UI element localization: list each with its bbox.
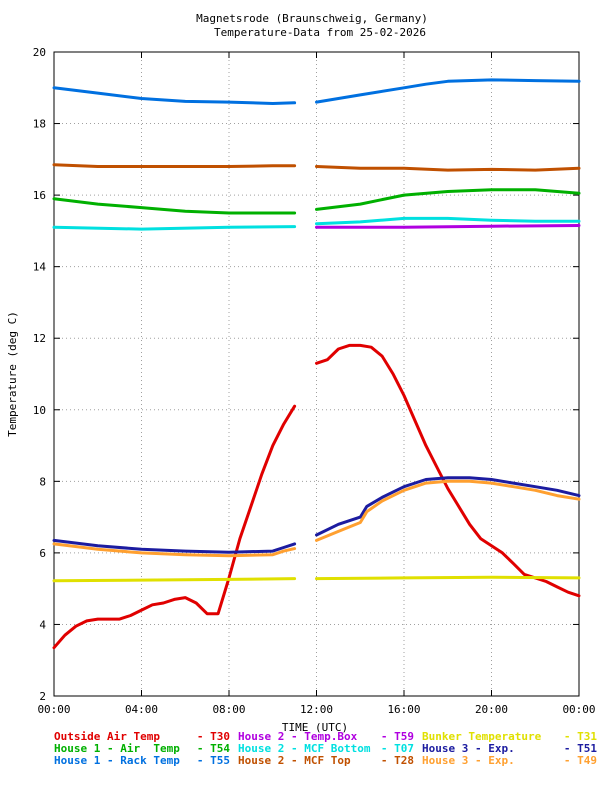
series-line-t28 bbox=[52, 163, 297, 168]
x-axis-label: TIME (UTC) bbox=[282, 721, 348, 734]
legend-label-t54: House 1 - Air Temp bbox=[54, 742, 180, 755]
y-tick-label: 16 bbox=[33, 189, 46, 202]
series-line-t54 bbox=[315, 188, 581, 211]
x-tick-label: 12:00 bbox=[300, 703, 333, 716]
legend-code-t30: - T30 bbox=[197, 730, 230, 743]
legend-code-t54: - T54 bbox=[197, 742, 230, 755]
series-line-t51 bbox=[315, 476, 581, 537]
y-tick-label: 12 bbox=[33, 332, 46, 345]
y-axis-ticks: 2 4 6 8 10 12 14 16 18 20 bbox=[33, 46, 579, 703]
x-tick-label: 00:00 bbox=[562, 703, 595, 716]
legend-code-t28: - T28 bbox=[381, 754, 414, 767]
chart-subtitle: Temperature-Data from 25-02-2026 bbox=[214, 26, 426, 39]
legend-code-t07: - T07 bbox=[381, 742, 414, 755]
x-tick-label: 16:00 bbox=[387, 703, 420, 716]
series-line-t49 bbox=[315, 479, 581, 542]
legend-label-t28: House 2 - MCF Top bbox=[238, 754, 351, 767]
x-tick-label: 00:00 bbox=[37, 703, 70, 716]
legend: Outside Air Temp - T30 House 2 - Temp.Box -… bbox=[54, 730, 597, 767]
y-tick-label: 20 bbox=[33, 46, 46, 59]
legend-label-t07: House 2 - MCF Bottom bbox=[238, 742, 371, 755]
y-tick-label: 10 bbox=[33, 404, 46, 417]
y-tick-label: 6 bbox=[39, 547, 46, 560]
x-tick-label: 20:00 bbox=[475, 703, 508, 716]
x-tick-label: 04:00 bbox=[125, 703, 158, 716]
series-line-t28 bbox=[315, 165, 581, 172]
x-axis-ticks: 00:00 04:00 08:00 12:00 16:00 20:00 00:00 bbox=[37, 52, 596, 716]
x-tick-label: 08:00 bbox=[212, 703, 245, 716]
grid-lines bbox=[54, 52, 579, 696]
series-line-t31 bbox=[52, 577, 297, 583]
series-group bbox=[52, 78, 581, 650]
legend-code-t31: - T31 bbox=[564, 730, 597, 743]
legend-label-t55: House 1 - Rack Temp bbox=[54, 754, 180, 767]
series-line-t30 bbox=[315, 343, 581, 598]
legend-code-t55: - T55 bbox=[197, 754, 230, 767]
legend-code-t49: - T49 bbox=[564, 754, 597, 767]
series-line-t07 bbox=[52, 225, 297, 231]
legend-label-t51: House 3 - Exp. bbox=[422, 742, 515, 755]
legend-code-t59: - T59 bbox=[381, 730, 414, 743]
y-tick-label: 4 bbox=[39, 618, 46, 631]
legend-code-t51: - T51 bbox=[564, 742, 597, 755]
legend-label-t31: Bunker Temperature bbox=[422, 730, 542, 743]
y-tick-label: 14 bbox=[33, 261, 47, 274]
series-line-t30 bbox=[52, 404, 297, 650]
series-line-t51 bbox=[52, 538, 297, 554]
chart-title: Magnetsrode (Braunschweig, Germany) bbox=[196, 12, 428, 25]
series-line-t49 bbox=[52, 542, 297, 558]
series-line-t31 bbox=[315, 575, 581, 581]
y-tick-label: 2 bbox=[39, 690, 46, 703]
series-line-t55 bbox=[52, 86, 297, 105]
y-axis-label: Temperature (deg C) bbox=[6, 311, 19, 437]
legend-label-t30: Outside Air Temp bbox=[54, 730, 160, 743]
series-line-t07 bbox=[315, 216, 581, 226]
series-line-t54 bbox=[52, 197, 297, 215]
y-tick-label: 18 bbox=[33, 118, 46, 131]
series-line-t55 bbox=[315, 78, 581, 104]
y-tick-label: 8 bbox=[39, 475, 46, 488]
legend-label-t59: House 2 - Temp.Box bbox=[238, 730, 358, 743]
series-line-t59 bbox=[315, 224, 581, 229]
legend-label-t49: House 3 - Exp. bbox=[422, 754, 515, 767]
